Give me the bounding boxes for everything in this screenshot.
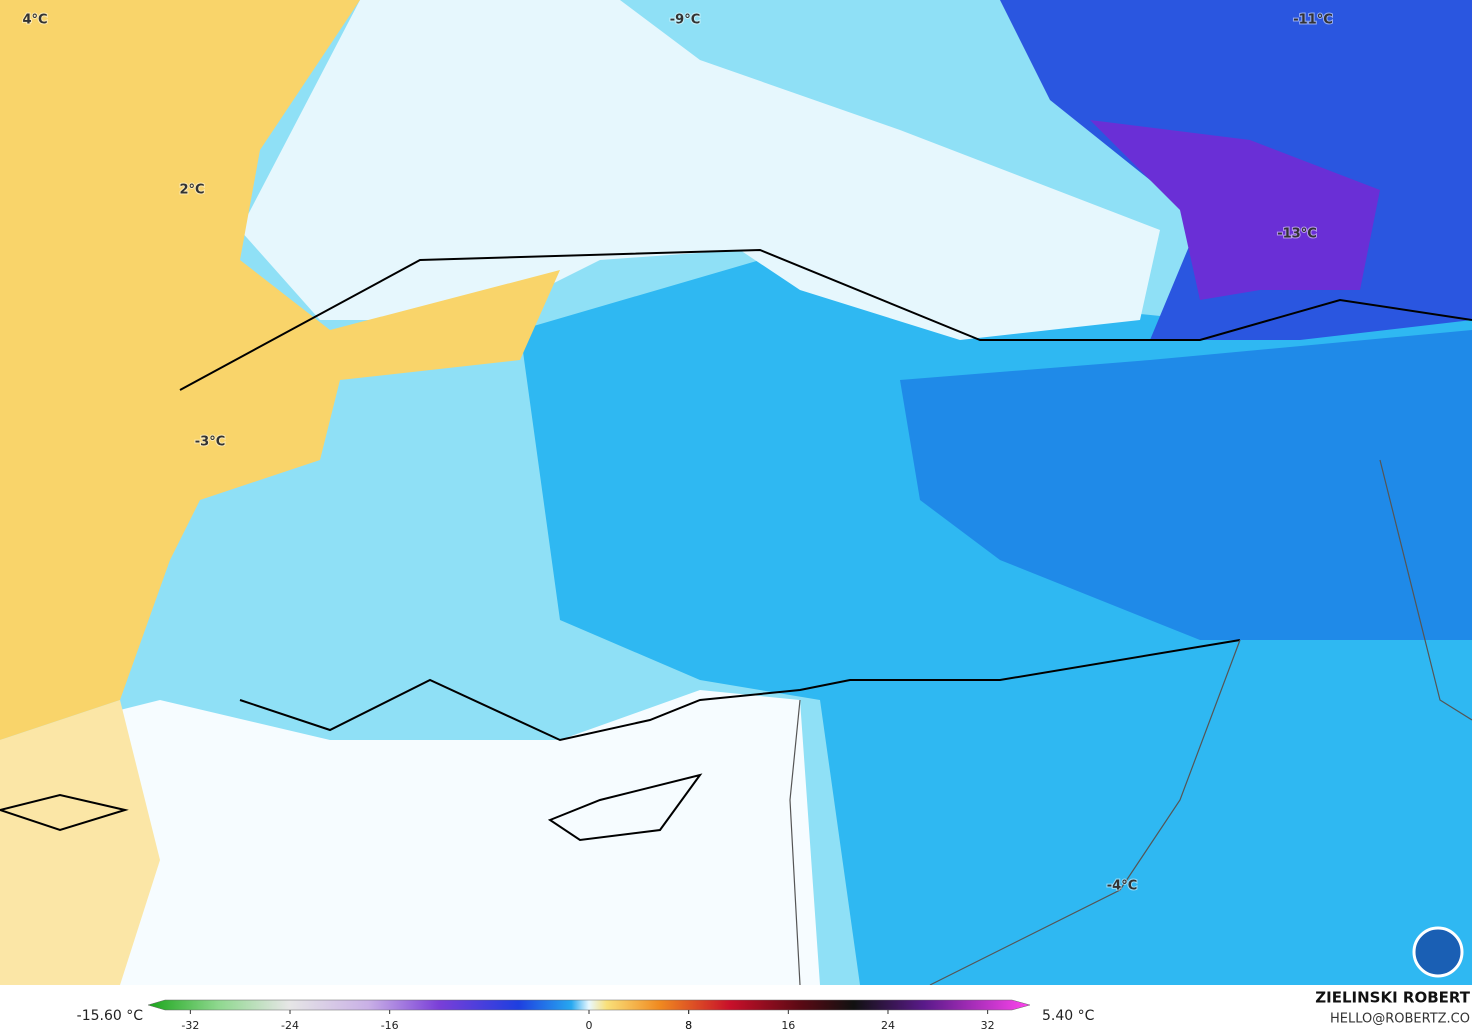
- mild-zone: [0, 700, 160, 985]
- mediterranean: [0, 690, 820, 985]
- colorbar-tick-label: 24: [881, 1019, 895, 1032]
- author: ZIELINSKI ROBERT: [1315, 989, 1470, 1007]
- colorbar-tick-label: 0: [586, 1019, 593, 1032]
- coastline: [239, 639, 1241, 742]
- temperature-label: -3°C: [195, 435, 225, 450]
- colorbar-tick-label: 16: [781, 1019, 795, 1032]
- colorbar-tick-label: 32: [981, 1019, 995, 1032]
- noaa-logo: [1412, 926, 1464, 978]
- temperature-label: 4°C: [22, 13, 47, 28]
- coastline: [179, 248, 1472, 391]
- colorbar-tick-label: 8: [685, 1019, 692, 1032]
- email: HELLO@ROBERTZ.CO: [1330, 1012, 1470, 1027]
- temperature-label: -9°C: [670, 13, 700, 28]
- temperature-label: -4°C: [1107, 879, 1137, 894]
- border: [789, 459, 1472, 986]
- temperature-label: -13°C: [1277, 227, 1317, 242]
- colder-zone: [900, 330, 1472, 640]
- warm-zone: [0, 0, 560, 740]
- colorbar: [147, 999, 1031, 1011]
- map-area: [0, 0, 1472, 986]
- temperature-label: -11°C: [1293, 13, 1333, 28]
- colorbar-tick-label: 8: [685, 1019, 692, 1032]
- coldest-zone: [1090, 120, 1380, 300]
- cyprus: [547, 773, 703, 842]
- colorbar-tick-label: -24: [281, 1019, 299, 1032]
- temperature-label: 2°C: [179, 183, 204, 198]
- min-label: -15.60 °C: [77, 1008, 144, 1024]
- max-label: 5.40 °C: [1042, 1008, 1095, 1024]
- colorbar-tick-label: -16: [381, 1019, 399, 1032]
- colorbar-tick-label: -32: [181, 1019, 199, 1032]
- black-sea: [240, 0, 1160, 340]
- crete: [0, 793, 129, 832]
